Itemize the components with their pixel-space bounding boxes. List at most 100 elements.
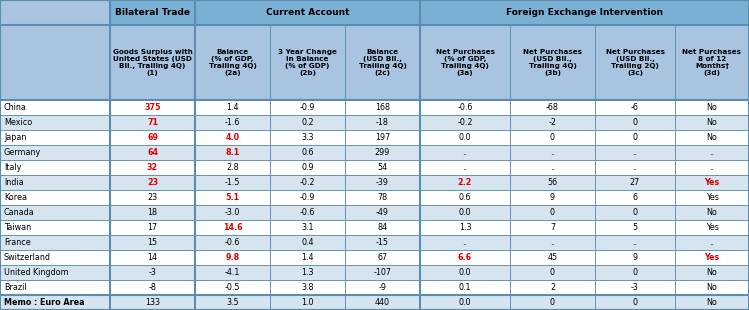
Bar [0, 235, 110, 250]
Bar [270, 175, 345, 190]
Bar [270, 190, 345, 205]
Text: 0: 0 [632, 133, 637, 142]
Bar [0, 0, 110, 25]
Bar [420, 115, 510, 130]
Text: -0.6: -0.6 [458, 103, 473, 112]
Text: -3.0: -3.0 [225, 208, 240, 217]
Bar [345, 115, 420, 130]
Text: 0: 0 [632, 298, 637, 307]
Bar [420, 0, 749, 25]
Text: -49: -49 [376, 208, 389, 217]
Bar [110, 265, 195, 280]
Text: Yes: Yes [704, 178, 720, 187]
Text: 3 Year Change
in Balance
(% of GDP)
(2b): 3 Year Change in Balance (% of GDP) (2b) [278, 49, 337, 76]
Text: 71: 71 [147, 118, 158, 127]
Text: 0: 0 [632, 268, 637, 277]
Text: 69: 69 [147, 133, 158, 142]
Bar [345, 100, 420, 115]
Text: ..: .. [632, 238, 637, 247]
Text: 9.8: 9.8 [225, 253, 240, 262]
Text: 0.9: 0.9 [301, 163, 314, 172]
Bar [345, 190, 420, 205]
Text: -9: -9 [378, 283, 386, 292]
Bar [595, 190, 675, 205]
Bar [675, 220, 749, 235]
Text: 197: 197 [375, 133, 390, 142]
Bar [420, 280, 510, 295]
Bar [195, 250, 270, 265]
Text: 0.6: 0.6 [301, 148, 314, 157]
Text: No: No [706, 133, 718, 142]
Text: -0.2: -0.2 [457, 118, 473, 127]
Bar [195, 190, 270, 205]
Text: 0: 0 [550, 268, 555, 277]
Bar [595, 265, 675, 280]
Text: 0: 0 [632, 208, 637, 217]
Text: 0.0: 0.0 [458, 298, 471, 307]
Text: 1.0: 1.0 [301, 298, 314, 307]
Text: 5.1: 5.1 [225, 193, 240, 202]
Bar [675, 190, 749, 205]
Text: Canada: Canada [4, 208, 34, 217]
Text: 84: 84 [377, 223, 387, 232]
Bar [510, 220, 595, 235]
Text: No: No [706, 118, 718, 127]
Text: Brazil: Brazil [4, 283, 27, 292]
Bar [420, 265, 510, 280]
Bar [510, 295, 595, 310]
Text: Balance
(USD Bil.,
Trailing 4Q)
(2c): Balance (USD Bil., Trailing 4Q) (2c) [359, 49, 407, 76]
Bar [675, 265, 749, 280]
Bar [595, 130, 675, 145]
Bar [0, 190, 110, 205]
Bar [595, 175, 675, 190]
Bar [345, 295, 420, 310]
Text: Net Purchases
(USD Bil.,
Trailing 4Q)
(3b): Net Purchases (USD Bil., Trailing 4Q) (3… [523, 49, 582, 76]
Text: 3.3: 3.3 [301, 133, 314, 142]
Text: -1.6: -1.6 [225, 118, 240, 127]
Bar [510, 190, 595, 205]
Bar [0, 220, 110, 235]
Text: 1.3: 1.3 [458, 223, 471, 232]
Bar [675, 130, 749, 145]
Text: 1.4: 1.4 [301, 253, 314, 262]
Text: 7: 7 [550, 223, 555, 232]
Text: 440: 440 [375, 298, 390, 307]
Bar [420, 160, 510, 175]
Bar [510, 100, 595, 115]
Bar [345, 130, 420, 145]
Text: 64: 64 [147, 148, 158, 157]
Text: 0: 0 [550, 298, 555, 307]
Bar [270, 25, 345, 100]
Bar [345, 235, 420, 250]
Bar [270, 205, 345, 220]
Text: ..: .. [550, 163, 555, 172]
Text: -8: -8 [148, 283, 157, 292]
Bar [270, 250, 345, 265]
Text: Yes: Yes [706, 223, 718, 232]
Bar [595, 160, 675, 175]
Text: Net Purchases
8 of 12
Months†
(3d): Net Purchases 8 of 12 Months† (3d) [682, 49, 742, 76]
Bar [595, 280, 675, 295]
Bar [595, 205, 675, 220]
Bar [420, 130, 510, 145]
Text: 0.0: 0.0 [458, 208, 471, 217]
Text: Mexico: Mexico [4, 118, 32, 127]
Text: 168: 168 [375, 103, 390, 112]
Bar [110, 220, 195, 235]
Text: 67: 67 [377, 253, 387, 262]
Bar [195, 145, 270, 160]
Bar [595, 100, 675, 115]
Bar [675, 295, 749, 310]
Text: 0.2: 0.2 [301, 118, 314, 127]
Bar [675, 100, 749, 115]
Bar [675, 235, 749, 250]
Bar [195, 265, 270, 280]
Text: 0.6: 0.6 [458, 193, 471, 202]
Bar [110, 295, 195, 310]
Bar [595, 295, 675, 310]
Text: Yes: Yes [706, 193, 718, 202]
Text: -15: -15 [376, 238, 389, 247]
Text: ..: .. [632, 148, 637, 157]
Bar [0, 100, 110, 115]
Text: -3: -3 [631, 283, 639, 292]
